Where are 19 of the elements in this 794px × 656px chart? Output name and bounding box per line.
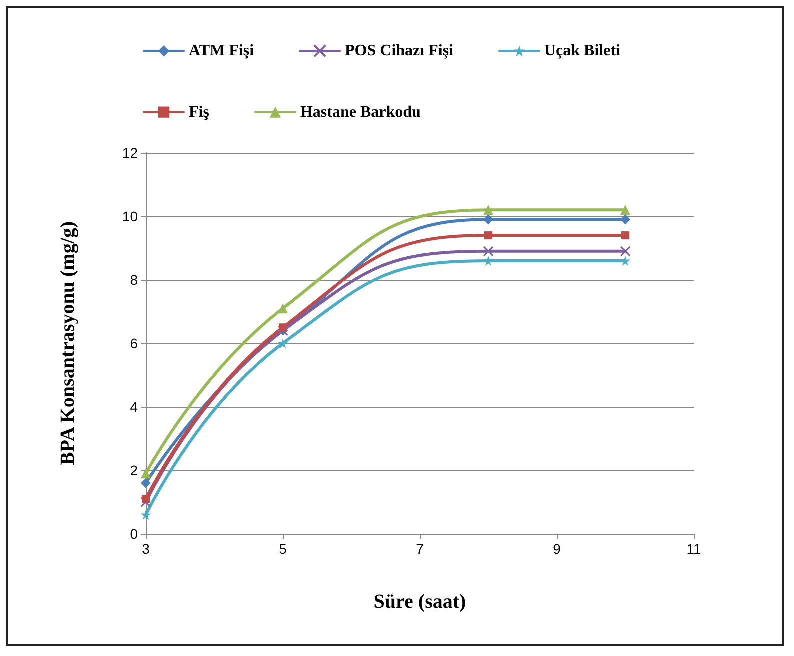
- x-tick-label: 7: [416, 541, 424, 557]
- legend-label: ATM Fişi: [189, 42, 255, 60]
- y-tick-label: 6: [130, 336, 138, 352]
- y-tick-label: 2: [130, 462, 138, 478]
- x-tick-label: 9: [553, 541, 562, 557]
- x-axis-title: Süre (saat): [374, 591, 466, 613]
- y-tick-label: 4: [130, 399, 138, 415]
- legend-label: Fiş: [189, 104, 210, 121]
- x-tick-label: 3: [142, 541, 150, 557]
- y-axis-title: BPA Konsantrasyonu (mg/g): [57, 221, 79, 466]
- legend-label: Uçak Bileti: [544, 42, 622, 60]
- legend-label: POS Cihazı Fişi: [345, 42, 454, 60]
- y-tick-label: 12: [122, 145, 138, 161]
- y-tick-label: 8: [130, 272, 138, 288]
- legend-label: Hastane Barkodu: [300, 104, 422, 121]
- y-tick-label: 0: [130, 526, 138, 542]
- y-tick-label: 10: [122, 208, 138, 224]
- x-tick-label: 11: [686, 541, 702, 557]
- x-tick-label: 5: [279, 541, 288, 557]
